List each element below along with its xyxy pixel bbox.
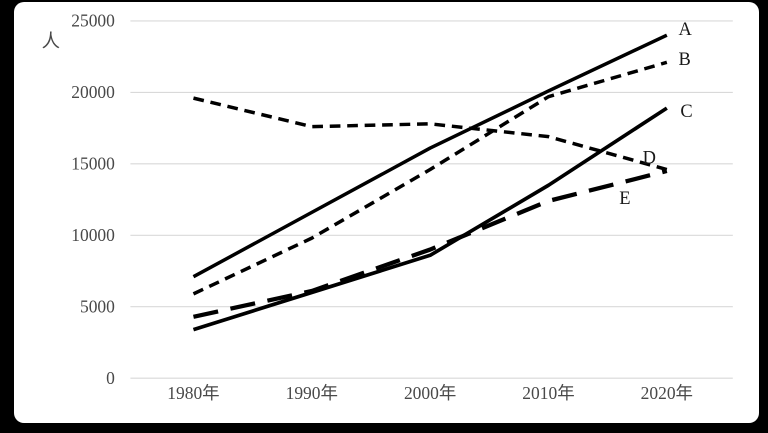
series-label-A: A [678, 19, 692, 39]
y-axis-tick-label: 15000 [71, 154, 115, 174]
chart-card: 0 5000 10000 15000 20000 25000 人 1980年 1990年 2000… [14, 2, 759, 423]
series-label-C: C [680, 101, 692, 121]
y-axis-tick-label: 25000 [71, 11, 115, 31]
x-axis-tick-label: 1980年 [167, 383, 219, 403]
series-line-D [193, 96, 668, 172]
x-axis-tick-label: 1990年 [286, 383, 338, 403]
series-line-B [192, 60, 668, 296]
y-axis-tick-label: 20000 [71, 82, 115, 102]
x-axis-tick-label: 2020年 [641, 383, 693, 403]
x-axis-tick-label: 2000年 [404, 383, 456, 403]
y-axis-unit-label: 人 [42, 31, 60, 51]
y-axis-tick-label: 10000 [71, 225, 115, 245]
series-label-B: B [678, 49, 690, 69]
series-line-E [193, 168, 668, 319]
y-axis-tick-label: 5000 [80, 297, 115, 317]
series-line-C [192, 106, 668, 332]
y-axis-tick-label: 0 [106, 368, 115, 388]
line-chart: 0 5000 10000 15000 20000 25000 人 1980年 1990年 2000… [42, 11, 733, 403]
series-label-E: E [619, 188, 630, 208]
series-line-A [192, 33, 668, 279]
series-label-D: D [643, 148, 656, 168]
x-axis-tick-label: 2010年 [522, 383, 574, 403]
